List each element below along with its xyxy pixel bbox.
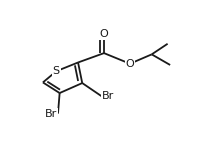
Text: S: S — [53, 66, 60, 76]
Text: O: O — [125, 59, 134, 69]
Text: O: O — [100, 29, 108, 39]
Text: Br: Br — [102, 91, 114, 101]
Text: Br: Br — [45, 109, 57, 119]
